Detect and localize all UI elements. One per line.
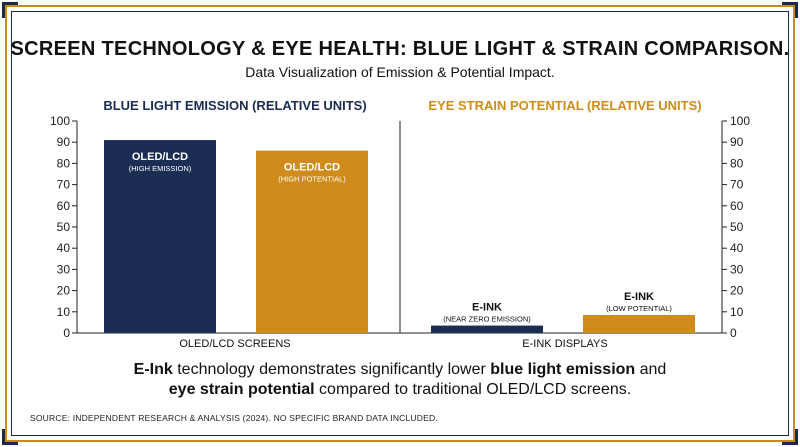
y-tick-label-left: 30 — [57, 262, 71, 276]
y-tick-label-left: 80 — [57, 156, 71, 170]
y-tick-label-right: 10 — [730, 305, 744, 319]
y-tick-label-right: 100 — [730, 114, 750, 128]
bar-0-1 — [256, 150, 368, 333]
corner-ornament-top-right — [782, 2, 798, 18]
y-tick-label-right: 0 — [730, 326, 737, 340]
bar-sublabel: (NEAR ZERO EMISSION) — [443, 315, 531, 324]
y-tick-label-right: 50 — [730, 220, 744, 234]
y-tick-label-right: 40 — [730, 241, 744, 255]
bar-1-0 — [431, 325, 543, 333]
summary-note-part-2: blue light emission — [490, 361, 636, 378]
bar-1-1 — [583, 314, 695, 333]
bar-label: OLED/LCD — [284, 162, 340, 174]
y-tick-label-left: 40 — [57, 241, 71, 255]
summary-note-part-6: compared to traditional OLED/LCD screens… — [314, 381, 632, 398]
bar-sublabel: (HIGH EMISSION) — [129, 164, 192, 173]
panel-title-1: EYE STRAIN POTENTIAL (RELATIVE UNITS) — [428, 98, 701, 113]
y-tick-label-left: 60 — [57, 199, 71, 213]
panel-title-0: BLUE LIGHT EMISSION (RELATIVE UNITS) — [103, 98, 366, 113]
summary-note: E-Ink technology demonstrates significan… — [0, 360, 800, 400]
y-tick-label-right: 30 — [730, 262, 744, 276]
y-tick-label-left: 100 — [50, 114, 70, 128]
bar-0-0 — [104, 140, 216, 333]
chart-subtitle: Data Visualization of Emission & Potenti… — [245, 64, 555, 80]
summary-note-part-1: technology demonstrates significantly lo… — [172, 361, 491, 378]
y-tick-label-right: 20 — [730, 284, 744, 298]
y-tick-label-left: 50 — [57, 220, 71, 234]
y-tick-label-left: 0 — [63, 326, 70, 340]
bar-label: E-INK — [472, 302, 502, 314]
bar-label: E-INK — [624, 291, 654, 303]
y-tick-label-left: 90 — [57, 135, 71, 149]
y-tick-label-right: 90 — [730, 135, 744, 149]
y-tick-label-left: 10 — [57, 305, 71, 319]
summary-note-part-0: E-Ink — [133, 361, 173, 378]
y-tick-label-right: 60 — [730, 199, 744, 213]
y-tick-label-left: 20 — [57, 284, 71, 298]
y-tick-label-right: 70 — [730, 178, 744, 192]
outer-frame — [5, 5, 795, 442]
x-group-label: OLED/LCD SCREENS — [179, 338, 290, 350]
summary-note-part-3: and — [635, 361, 667, 378]
bar-label: OLED/LCD — [132, 151, 188, 163]
source-note: SOURCE: INDEPENDENT RESEARCH & ANALYSIS … — [30, 413, 438, 423]
corner-ornament-bottom-right — [782, 429, 798, 445]
summary-note-part-5: eye strain potential — [168, 381, 315, 398]
y-tick-label-left: 70 — [57, 178, 71, 192]
inner-frame — [11, 11, 789, 436]
x-group-label: E-INK DISPLAYS — [522, 338, 607, 350]
bar-sublabel: (LOW POTENTIAL) — [606, 304, 672, 313]
corner-ornament-top-left — [2, 2, 18, 18]
chart-title: SCREEN TECHNOLOGY & EYE HEALTH: BLUE LIG… — [10, 38, 790, 60]
bar-sublabel: (HIGH POTENTIAL) — [278, 175, 346, 184]
y-tick-label-right: 80 — [730, 156, 744, 170]
corner-ornament-bottom-left — [2, 429, 18, 445]
